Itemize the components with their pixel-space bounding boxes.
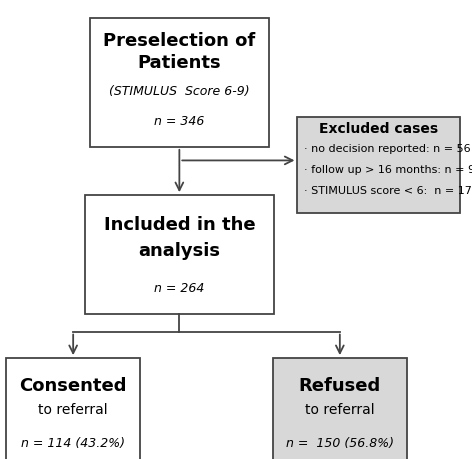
- FancyBboxPatch shape: [90, 18, 269, 147]
- FancyBboxPatch shape: [297, 117, 460, 213]
- Text: to referral: to referral: [38, 403, 108, 417]
- FancyBboxPatch shape: [6, 358, 141, 459]
- Text: Consented: Consented: [19, 376, 127, 395]
- Text: Patients: Patients: [137, 54, 221, 73]
- Text: Preselection of: Preselection of: [103, 33, 255, 50]
- FancyBboxPatch shape: [273, 358, 407, 459]
- Text: n = 346: n = 346: [154, 115, 204, 128]
- Text: Excluded cases: Excluded cases: [319, 122, 438, 135]
- Text: analysis: analysis: [138, 242, 220, 260]
- FancyBboxPatch shape: [85, 195, 274, 314]
- Text: (STIMULUS  Score 6-9): (STIMULUS Score 6-9): [109, 85, 250, 98]
- Text: n = 114 (43.2%): n = 114 (43.2%): [21, 437, 125, 450]
- Text: · STIMULUS score < 6:  n = 17: · STIMULUS score < 6: n = 17: [304, 186, 472, 196]
- Text: Included in the: Included in the: [103, 216, 255, 234]
- Text: · follow up > 16 months: n = 9: · follow up > 16 months: n = 9: [304, 165, 472, 175]
- Text: n = 264: n = 264: [154, 282, 204, 295]
- Text: Refused: Refused: [299, 376, 381, 395]
- Text: n =  150 (56.8%): n = 150 (56.8%): [286, 437, 394, 450]
- Text: to referral: to referral: [305, 403, 375, 417]
- Text: · no decision reported: n = 56: · no decision reported: n = 56: [304, 144, 471, 154]
